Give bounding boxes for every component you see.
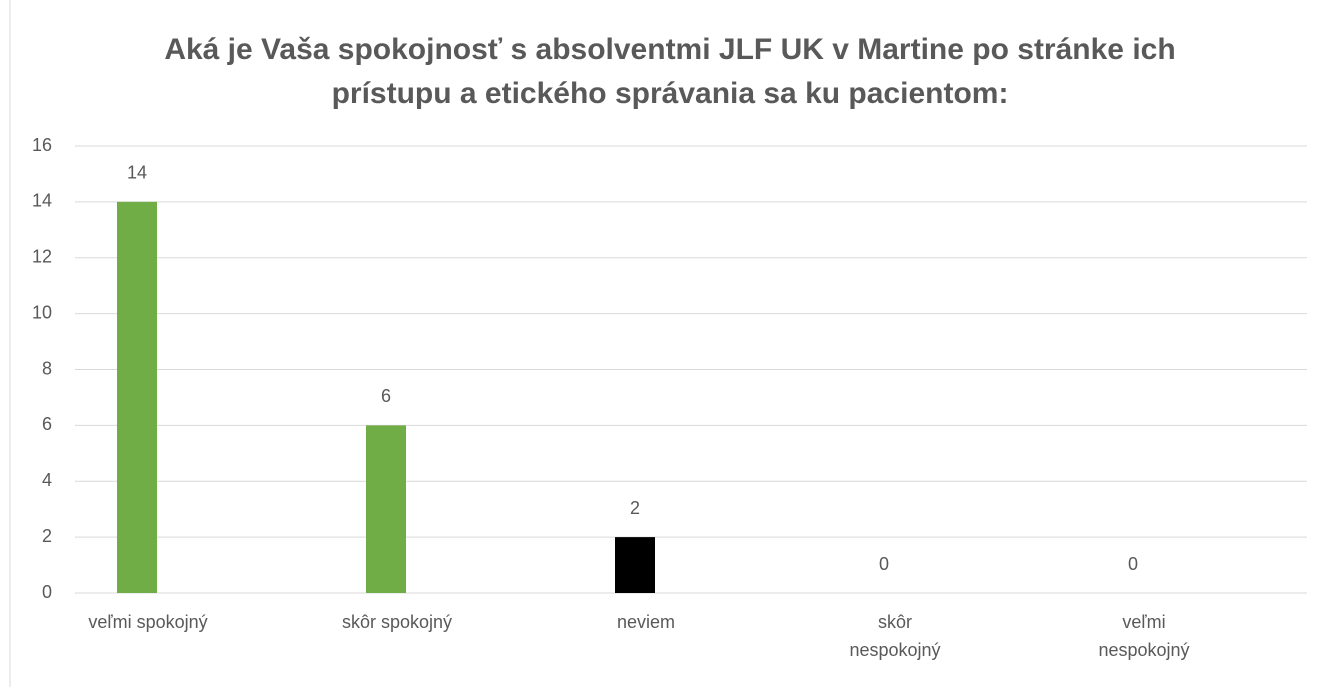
y-tick-label: 2 (42, 526, 52, 546)
x-tick-label: veľmi spokojný (88, 612, 208, 632)
y-tick-label: 6 (42, 414, 52, 434)
x-tick-label: veľmi nespokojný (1098, 612, 1190, 660)
data-label: 0 (1128, 554, 1138, 574)
data-label: 6 (381, 386, 391, 406)
bar (366, 425, 406, 593)
data-label: 2 (630, 498, 640, 518)
bar (615, 537, 655, 593)
x-tick-label: skôr nespokojný (849, 612, 941, 660)
data-label: 0 (879, 554, 889, 574)
x-tick-label: neviem (616, 612, 676, 632)
y-tick-label: 14 (32, 191, 52, 211)
y-tick-label: 12 (32, 247, 52, 267)
data-label: 14 (127, 163, 147, 183)
y-tick-label: 16 (32, 135, 52, 155)
bar (117, 201, 157, 593)
y-tick-label: 8 (42, 358, 52, 378)
y-tick-label: 4 (42, 470, 52, 490)
x-tick-label: skôr spokojný (341, 612, 453, 632)
y-tick-label: 10 (32, 302, 52, 322)
y-tick-label: 0 (42, 582, 52, 602)
chart-title: Aká je Vaša spokojnosť s absolventmi JLF… (164, 33, 1176, 110)
